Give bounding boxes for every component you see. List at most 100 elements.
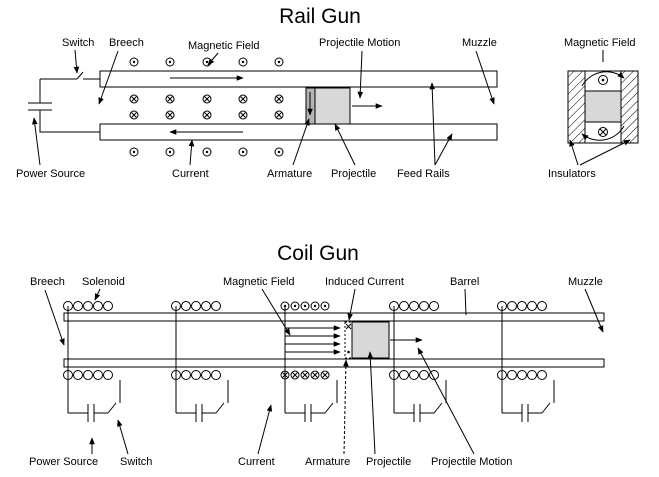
switch-leader bbox=[73, 49, 80, 74]
induced-current-leader bbox=[347, 288, 356, 321]
coil-winding-bottom bbox=[93, 370, 103, 380]
top-rail bbox=[99, 70, 498, 88]
field-loop-bottom bbox=[581, 125, 625, 141]
coil-winding-bottom bbox=[429, 370, 439, 380]
cross-section-field-label: Magnetic Field bbox=[564, 37, 636, 49]
rail-switch-label: Switch bbox=[62, 37, 94, 49]
solenoid-leader bbox=[94, 288, 101, 301]
cross-section-projectile bbox=[584, 90, 622, 123]
coil-projectile-label: Projectile bbox=[366, 456, 411, 468]
coil-winding-top bbox=[211, 301, 221, 311]
coil-switch-label: Switch bbox=[120, 456, 152, 468]
insulators-label: Insulators bbox=[548, 168, 596, 180]
coil-winding-top bbox=[103, 301, 113, 311]
coil-winding-bottom bbox=[83, 370, 93, 380]
coil-winding-top bbox=[429, 301, 439, 311]
rail-power-source-label: Power Source bbox=[16, 168, 85, 180]
muzzle-leader bbox=[475, 50, 495, 105]
rail-cross-section bbox=[567, 50, 639, 166]
switch-lever bbox=[76, 71, 84, 80]
feed-rail-leader-top bbox=[429, 82, 436, 166]
insulator-leader-left bbox=[569, 139, 579, 166]
induced-current-cross bbox=[345, 323, 352, 330]
coil-winding-top bbox=[83, 301, 93, 311]
coil-winding-bottom bbox=[191, 370, 201, 380]
coil-magnetic-field-label: Magnetic Field bbox=[223, 276, 295, 288]
induced-current-dot bbox=[347, 350, 350, 354]
insulator-leader-right bbox=[579, 139, 631, 166]
coil-winding-bottom bbox=[201, 370, 211, 380]
rail-armature-label: Armature bbox=[267, 168, 312, 180]
coil-winding-bottom bbox=[527, 370, 537, 380]
coil-winding-bottom bbox=[517, 370, 527, 380]
coil-power-source-label: Power Source bbox=[29, 456, 98, 468]
coil-winding-top bbox=[527, 301, 537, 311]
coil-circuits bbox=[67, 306, 555, 422]
coil-winding-top bbox=[409, 301, 419, 311]
circuit-switch-lever bbox=[433, 402, 443, 414]
coil-winding-top bbox=[399, 301, 409, 311]
rail-projectile bbox=[314, 87, 351, 125]
coil-winding-bottom bbox=[103, 370, 113, 380]
coil-winding-bottom bbox=[181, 370, 191, 380]
coil-current-leader bbox=[257, 404, 273, 455]
feed-rail-leader-bottom bbox=[434, 133, 453, 166]
cross-section-field-dot bbox=[598, 75, 608, 85]
coil-current-label: Current bbox=[238, 456, 275, 468]
coil-winding-bottom bbox=[399, 370, 409, 380]
coil-winding-bottom bbox=[73, 370, 83, 380]
rail-gun-section: Rail Gun Switch Breech Magnetic Field Pr… bbox=[16, 5, 639, 180]
rail-projectile-motion-label: Projectile Motion bbox=[319, 37, 400, 49]
coil-breech-leader bbox=[44, 289, 65, 346]
solenoid-coils bbox=[63, 301, 547, 380]
rail-magnetic-field-label: Magnetic Field bbox=[188, 40, 260, 52]
circuit-switch-lever bbox=[107, 402, 117, 414]
coil-winding-bottom bbox=[409, 370, 419, 380]
coil-winding-top bbox=[181, 301, 191, 311]
coil-winding-top bbox=[537, 301, 547, 311]
coil-winding-top bbox=[517, 301, 527, 311]
circuit-switch-lever bbox=[215, 402, 225, 414]
coil-winding-bottom bbox=[211, 370, 221, 380]
coil-winding-top bbox=[507, 301, 517, 311]
coil-winding-bottom bbox=[537, 370, 547, 380]
rail-breech-label: Breech bbox=[109, 37, 144, 49]
induced-current-label: Induced Current bbox=[325, 276, 404, 288]
rail-field-crosses bbox=[129, 94, 284, 120]
barrel-label: Barrel bbox=[450, 276, 479, 288]
coil-armature-leader bbox=[343, 359, 349, 455]
coil-projectile-leader bbox=[367, 351, 376, 455]
barrel-top-wall bbox=[63, 312, 605, 322]
coil-projectile-motion-leader bbox=[417, 347, 475, 455]
coil-field-leader bbox=[261, 288, 291, 336]
coil-switch-leader bbox=[117, 419, 129, 455]
solenoid-label: Solenoid bbox=[82, 276, 125, 288]
coil-armature-label: Armature bbox=[305, 456, 350, 468]
coil-winding-top bbox=[419, 301, 429, 311]
coil-projectile-motion-label: Projectile Motion bbox=[431, 456, 512, 468]
barrel-leader bbox=[464, 288, 467, 316]
coil-winding-top bbox=[201, 301, 211, 311]
projectile-motion-leader bbox=[357, 50, 364, 99]
feed-rails-label: Feed Rails bbox=[397, 168, 450, 180]
rail-current-label: Current bbox=[172, 168, 209, 180]
rail-field-dots bbox=[129, 57, 284, 157]
cross-section-field-cross bbox=[598, 127, 608, 137]
circuit-switch-lever bbox=[324, 402, 334, 414]
coil-winding-top bbox=[73, 301, 83, 311]
circuit-switch-lever bbox=[541, 402, 551, 414]
coil-muzzle-leader bbox=[584, 288, 604, 333]
projectile-leader bbox=[334, 123, 356, 166]
barrel-bottom-wall bbox=[63, 358, 605, 368]
rail-gun-title: Rail Gun bbox=[279, 5, 361, 28]
coil-gun-title: Coil Gun bbox=[277, 242, 359, 265]
source-wire-bottom bbox=[39, 110, 100, 133]
rail-muzzle-label: Muzzle bbox=[462, 37, 497, 49]
rail-projectile-label: Projectile bbox=[331, 168, 376, 180]
coil-muzzle-label: Muzzle bbox=[568, 276, 603, 288]
rail-field-leader bbox=[207, 52, 219, 66]
bottom-rail bbox=[99, 123, 498, 141]
breech-leader bbox=[98, 50, 119, 105]
